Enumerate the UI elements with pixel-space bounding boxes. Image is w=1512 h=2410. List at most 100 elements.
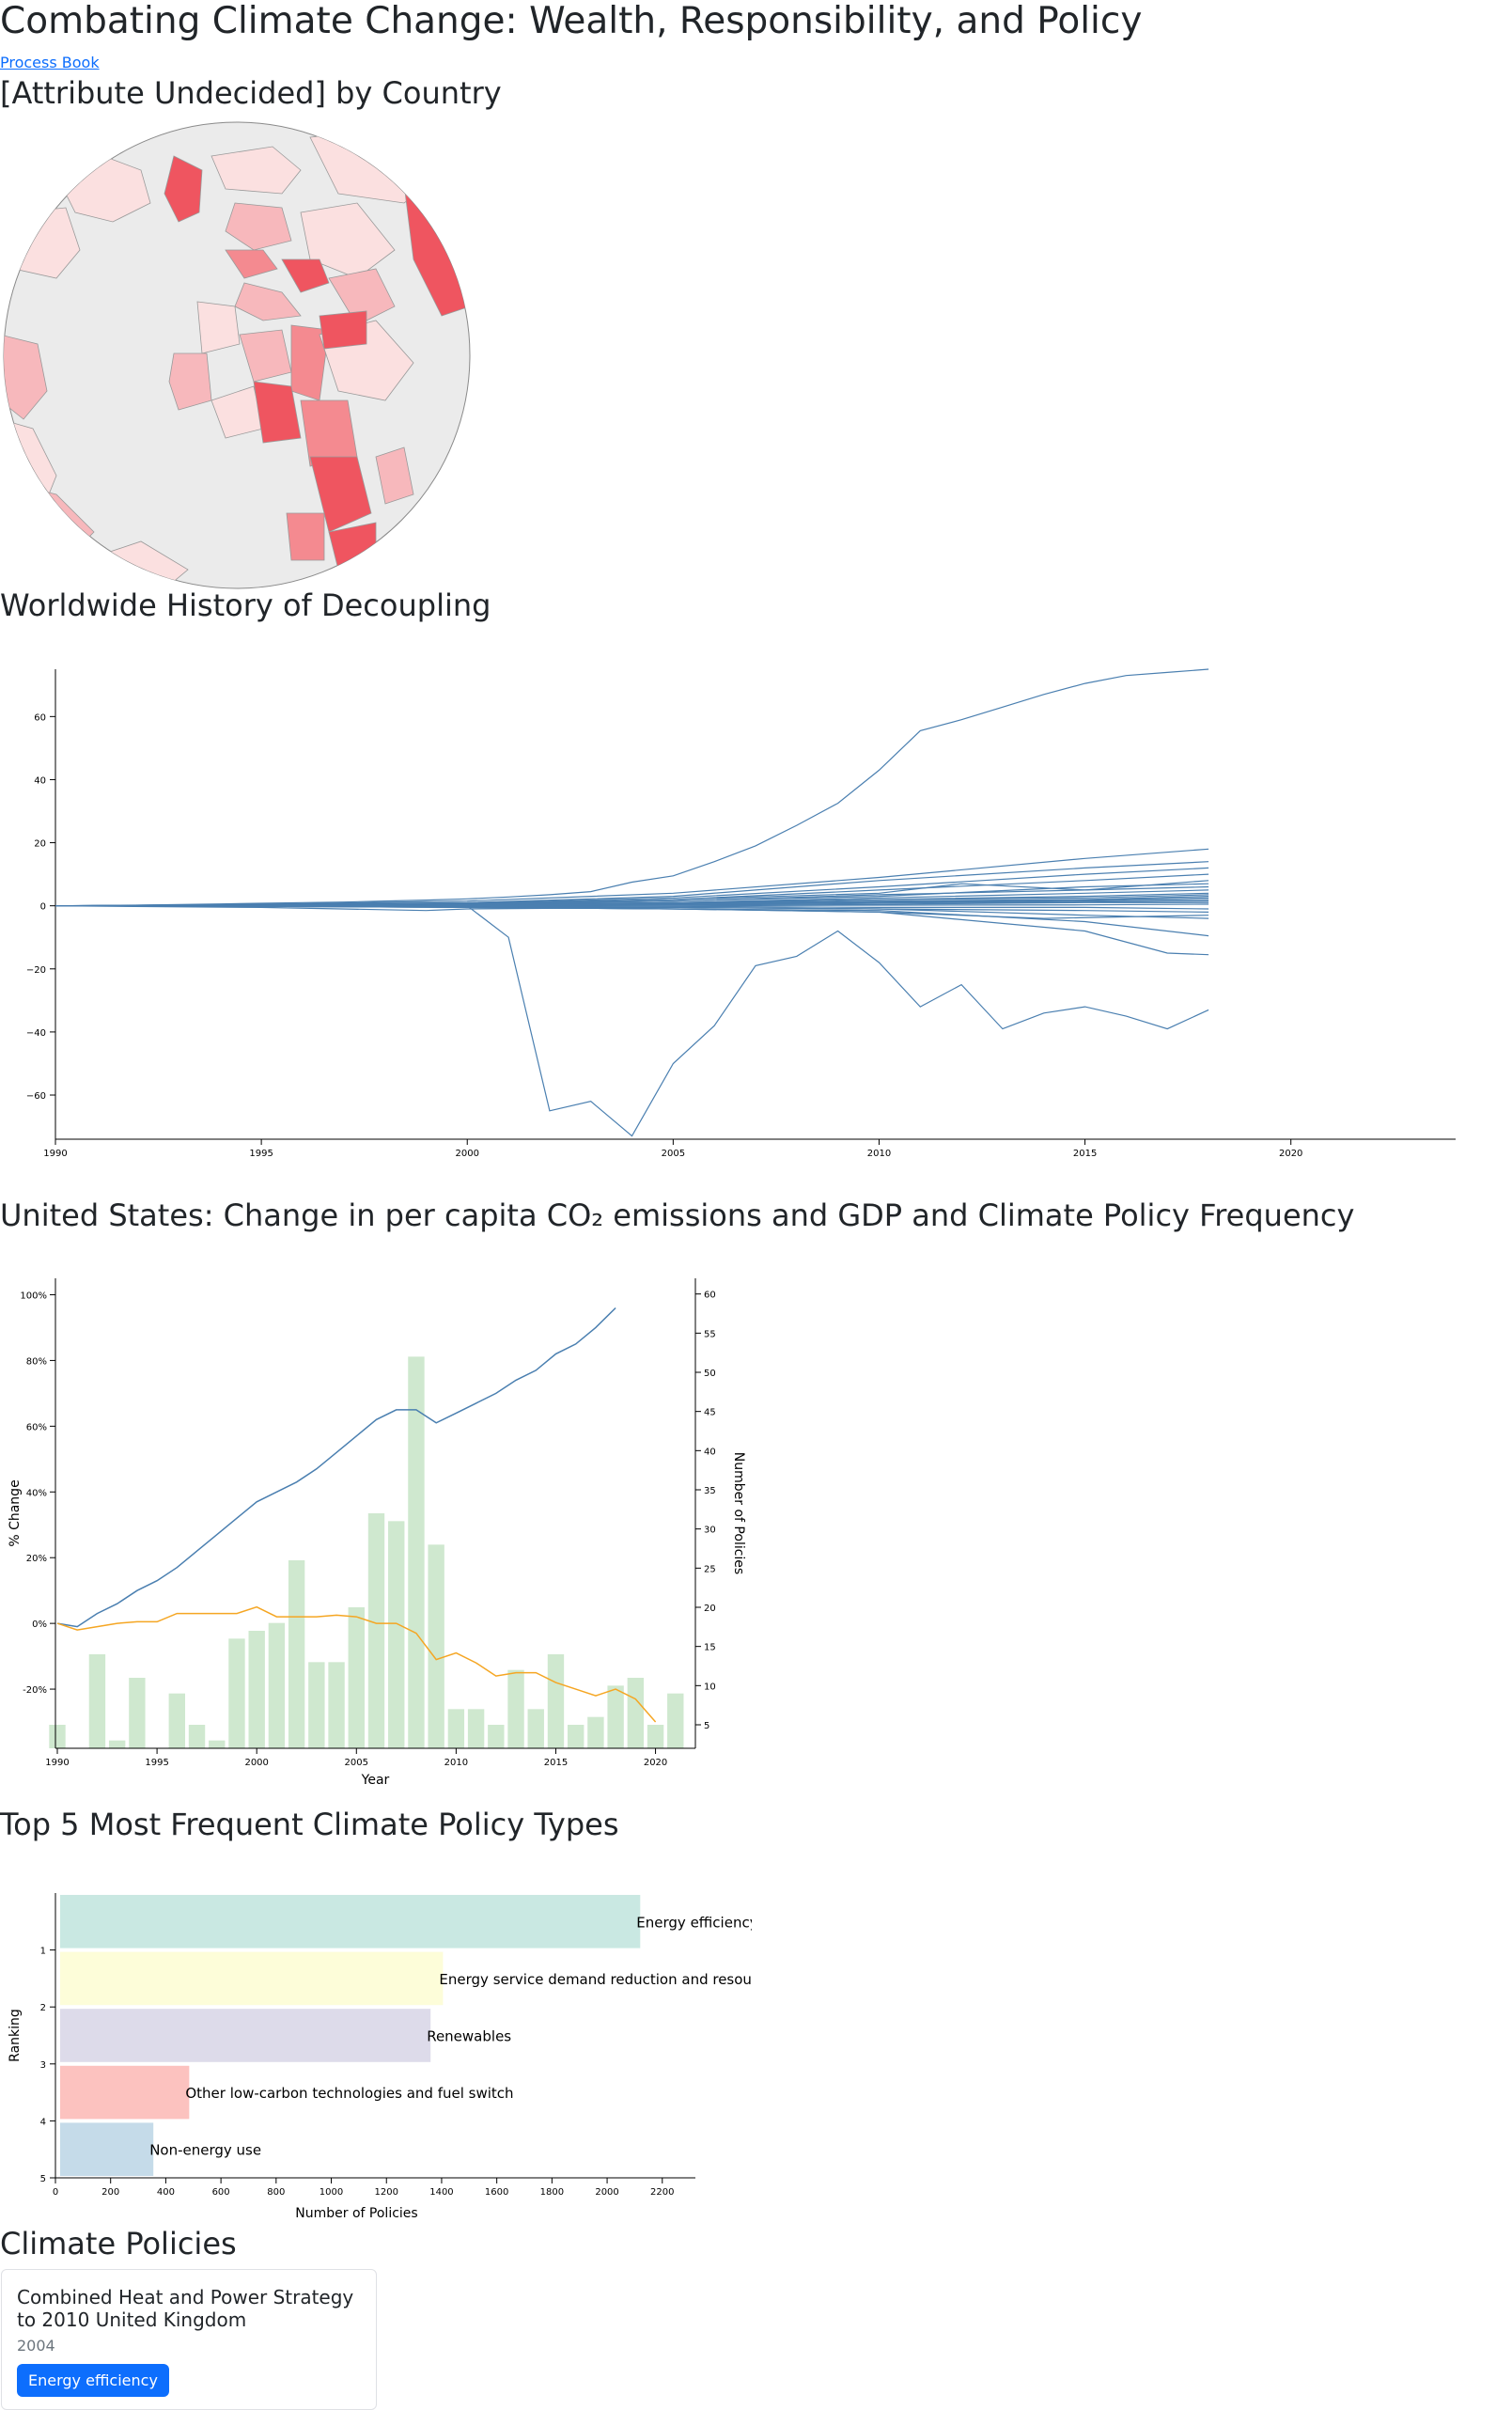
country-shape — [234, 282, 302, 321]
y-right-tick-label: 50 — [704, 1369, 716, 1379]
y-tick-label: 40 — [34, 775, 46, 786]
x-tick-label: 1995 — [249, 1149, 273, 1159]
policy-type-button[interactable]: Energy efficiency — [17, 2364, 169, 2397]
series-line — [55, 900, 1209, 907]
country-shape — [4, 334, 48, 420]
country-shape — [300, 202, 396, 279]
y-right-tick-label: 25 — [704, 1564, 716, 1574]
y-tick-label: −60 — [26, 1091, 46, 1102]
policy-bar — [647, 1725, 664, 1748]
y-tick-label: 3 — [40, 2060, 46, 2071]
y-tick-label: −20 — [26, 965, 46, 976]
policy-bar — [168, 1693, 186, 1748]
policy-type-label: Energy efficiency — [636, 1914, 752, 1931]
x-tick-label: 1200 — [375, 2187, 398, 2198]
y-right-tick-label: 35 — [704, 1486, 716, 1496]
x-tick-label: 2010 — [444, 1758, 468, 1768]
us-chart: 1990 1995 2000 2005 2010 2015 2020-20%0%20%40%… — [8, 1278, 746, 1788]
policy-card[interactable]: Combined Heat and Power Strategy to 2010… — [1, 2269, 377, 2410]
process-book-link[interactable]: Process Book — [0, 54, 100, 71]
policies-heading: Climate Policies — [0, 2226, 237, 2261]
us-heading: United States: Change in per capita CO₂ … — [0, 1197, 1355, 1233]
x-tick-label: 2200 — [650, 2187, 674, 2198]
policy-bar — [447, 1709, 465, 1748]
decoupling-heading: Worldwide History of Decoupling — [0, 587, 491, 623]
series-line — [55, 905, 1209, 956]
policy-bar — [587, 1716, 604, 1748]
x-tick-label: 1990 — [43, 1149, 67, 1159]
x-tick-label: 1990 — [45, 1758, 69, 1768]
x-tick-label: 1600 — [485, 2187, 508, 2198]
x-tick-label: 2015 — [544, 1758, 568, 1768]
country-shape — [309, 456, 372, 533]
globe-map[interactable] — [0, 118, 479, 593]
country-shape — [253, 381, 302, 444]
y-right-axis-label: Number of Policies — [731, 1452, 746, 1574]
policy-bar — [527, 1709, 544, 1748]
y-right-tick-label: 20 — [704, 1604, 716, 1614]
policy-type-label: Renewables — [427, 2028, 511, 2045]
policy-bar — [607, 1685, 624, 1748]
policy-bar — [288, 1560, 305, 1748]
y-tick-label: 1 — [40, 1947, 46, 1957]
policy-bar — [567, 1725, 585, 1748]
y-left-tick-label: 100% — [20, 1291, 47, 1301]
policy-type-bar — [60, 2009, 431, 2062]
x-tick-label: 1800 — [540, 2187, 564, 2198]
country-shape — [196, 301, 241, 354]
policy-type-bar — [60, 2122, 154, 2176]
x-tick-label: 2005 — [345, 1758, 368, 1768]
policy-bar — [209, 1740, 226, 1748]
y-right-tick-label: 45 — [704, 1408, 716, 1418]
x-tick-label: 2000 — [456, 1149, 479, 1159]
policy-bar — [408, 1356, 425, 1748]
y-left-axis-label: % Change — [8, 1479, 23, 1546]
x-axis-label: Year — [361, 1773, 390, 1788]
x-tick-label: 0 — [53, 2187, 58, 2198]
x-tick-label: 1000 — [320, 2187, 343, 2198]
policy-bar — [228, 1638, 245, 1748]
country-shape — [281, 258, 330, 293]
x-tick-label: 800 — [267, 2187, 285, 2198]
x-tick-label: 2020 — [644, 1758, 667, 1768]
country-shape — [394, 522, 414, 562]
series-line — [55, 668, 1209, 907]
gdp-line — [56, 1307, 616, 1628]
policy-bar — [108, 1740, 126, 1748]
y-left-tick-label: -20% — [23, 1685, 47, 1696]
y-right-tick-label: 10 — [704, 1682, 716, 1692]
y-tick-label: −40 — [26, 1028, 46, 1039]
country-shape — [300, 399, 358, 467]
country-shape — [319, 310, 367, 350]
policy-type-bar — [60, 2065, 190, 2120]
y-tick-label: 2 — [40, 2003, 46, 2013]
y-right-tick-label: 30 — [704, 1526, 716, 1536]
y-tick-label: 60 — [34, 712, 46, 723]
policy-bar — [248, 1631, 265, 1748]
y-axis-label: Ranking — [8, 2009, 23, 2062]
x-tick-label: 200 — [101, 2187, 119, 2198]
policy-bar — [49, 1725, 66, 1748]
y-right-tick-label: 5 — [704, 1721, 709, 1731]
policy-bar — [188, 1725, 206, 1748]
policy-bar — [367, 1513, 385, 1748]
policy-bar — [467, 1709, 485, 1748]
y-tick-label: 0 — [40, 902, 46, 913]
y-tick-label: 20 — [34, 839, 46, 850]
country-shape — [168, 352, 212, 411]
y-left-tick-label: 60% — [26, 1422, 47, 1432]
series-line — [55, 905, 1209, 1137]
policy-type-bar — [60, 1895, 641, 1948]
country-shape — [375, 446, 414, 505]
policy-type-label: Non-energy use — [149, 2142, 261, 2159]
policy-card-title: Combined Heat and Power Strategy to 2010… — [17, 2286, 354, 2331]
decoupling-chart: 1990 1995 2000 2005 2010 2015 2020 −60 −40 −20 0 20… — [26, 668, 1456, 1159]
policy-type-label: Energy service demand reduction and reso… — [439, 1971, 752, 1988]
country-shape — [225, 249, 278, 279]
y-right-tick-label: 15 — [704, 1643, 716, 1653]
y-left-tick-label: 20% — [26, 1554, 47, 1564]
x-tick-label: 1995 — [145, 1758, 168, 1768]
x-tick-label: 2005 — [662, 1149, 685, 1159]
x-tick-label: 2000 — [595, 2187, 618, 2198]
country-shape — [225, 202, 292, 251]
